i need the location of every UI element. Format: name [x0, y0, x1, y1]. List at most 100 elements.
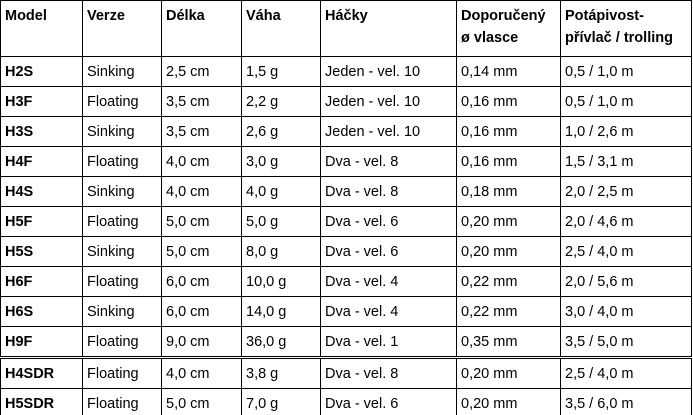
model-cell: H4F: [0, 146, 83, 177]
table-cell: Dva - vel. 8: [320, 356, 457, 389]
model-cell: H6S: [0, 296, 83, 327]
table-row: H9F Floating 9,0 cm 36,0 g Dva - vel. 1 0,35 …: [0, 326, 692, 358]
table-cell: 2,2 g: [241, 86, 321, 117]
table-cell: 0,20 mm: [456, 206, 561, 237]
table-row: H4F Floating 4,0 cm 3,0 g Dva - vel. 8 0,16 m…: [0, 146, 692, 177]
table-cell: 6,0 cm: [161, 266, 242, 297]
header-text: přívlač / trolling: [565, 30, 673, 46]
table-cell: 3,5 cm: [161, 86, 242, 117]
table-row: H5S Sinking 5,0 cm 8,0 g Dva - vel. 6 0,20 mm…: [0, 236, 692, 267]
table-cell: 0,35 mm: [456, 326, 561, 358]
header-row: Model Verze Délka Váha Háčky Doporučený ø vlas…: [0, 0, 692, 57]
table-cell: Floating: [82, 206, 162, 237]
table-cell: 5,0 cm: [161, 206, 242, 237]
table-cell: 3,0 g: [241, 146, 321, 177]
table-cell: 0,16 mm: [456, 146, 561, 177]
table-cell: 3,0 / 4,0 m: [560, 296, 692, 327]
table-row: H6F Floating 6,0 cm 10,0 g Dva - vel. 4 0,22 …: [0, 266, 692, 297]
table-cell: Dva - vel. 6: [320, 206, 457, 237]
table-cell: 9,0 cm: [161, 326, 242, 358]
model-cell: H2S: [0, 56, 83, 87]
table-cell: 5,0 cm: [161, 388, 242, 415]
table-cell: 4,0 g: [241, 176, 321, 207]
table-cell: Dva - vel. 8: [320, 146, 457, 177]
table-cell: 5,0 g: [241, 206, 321, 237]
table-cell: 2,0 / 5,6 m: [560, 266, 692, 297]
table-cell: 2,5 / 4,0 m: [560, 356, 692, 389]
header-cell: Potápivost-přívlač / trolling: [560, 0, 692, 57]
table-row: H2S Sinking 2,5 cm 1,5 g Jeden - vel. 10 0,14…: [0, 56, 692, 87]
table-row: H3F Floating 3,5 cm 2,2 g Jeden - vel. 10 0,1…: [0, 86, 692, 117]
table-cell: Dva - vel. 1: [320, 326, 457, 358]
table-cell: 2,6 g: [241, 116, 321, 147]
table-cell: Floating: [82, 326, 162, 358]
model-cell: H6F: [0, 266, 83, 297]
header-text: Háčky: [325, 8, 368, 24]
table-cell: 2,5 / 4,0 m: [560, 236, 692, 267]
table-cell: Dva - vel. 4: [320, 296, 457, 327]
table-cell: 2,0 / 4,6 m: [560, 206, 692, 237]
table-cell: 36,0 g: [241, 326, 321, 358]
table-cell: 5,0 cm: [161, 236, 242, 267]
table-cell: 0,18 mm: [456, 176, 561, 207]
header-cell: Váha: [241, 0, 321, 57]
table-cell: 3,5 / 5,0 m: [560, 326, 692, 358]
table-cell: 0,5 / 1,0 m: [560, 56, 692, 87]
table-cell: 0,16 mm: [456, 116, 561, 147]
table-cell: Jeden - vel. 10: [320, 86, 457, 117]
model-cell: H4SDR: [0, 356, 83, 389]
model-cell: H5S: [0, 236, 83, 267]
table-cell: Floating: [82, 146, 162, 177]
table-cell: 1,0 / 2,6 m: [560, 116, 692, 147]
table-cell: 0,5 / 1,0 m: [560, 86, 692, 117]
table-cell: Floating: [82, 356, 162, 389]
table-cell: Floating: [82, 86, 162, 117]
table-cell: 0,20 mm: [456, 356, 561, 389]
header-cell: Délka: [161, 0, 242, 57]
table-cell: 0,14 mm: [456, 56, 561, 87]
header-text: Váha: [246, 8, 281, 24]
header-text: Doporučený: [461, 8, 546, 24]
table-cell: Dva - vel. 8: [320, 176, 457, 207]
table-cell: Sinking: [82, 236, 162, 267]
table-cell: 2,5 cm: [161, 56, 242, 87]
table-cell: 7,0 g: [241, 388, 321, 415]
header-text: Délka: [166, 8, 205, 24]
header-text: ø vlasce: [461, 30, 519, 46]
table-cell: 4,0 cm: [161, 356, 242, 389]
table-cell: 1,5 g: [241, 56, 321, 87]
table-cell: 6,0 cm: [161, 296, 242, 327]
table-row: H6S Sinking 6,0 cm 14,0 g Dva - vel. 4 0,22 m…: [0, 296, 692, 327]
table-cell: Dva - vel. 6: [320, 388, 457, 415]
table-cell: Floating: [82, 266, 162, 297]
table-cell: 14,0 g: [241, 296, 321, 327]
model-cell: H5SDR: [0, 388, 83, 415]
model-cell: H4S: [0, 176, 83, 207]
header-text: Verze: [87, 8, 125, 24]
table-cell: Floating: [82, 388, 162, 415]
table-cell: 4,0 cm: [161, 176, 242, 207]
table-body: H2S Sinking 2,5 cm 1,5 g Jeden - vel. 10 0,14…: [0, 56, 692, 415]
table-cell: 0,16 mm: [456, 86, 561, 117]
table-cell: 0,22 mm: [456, 266, 561, 297]
model-cell: H9F: [0, 326, 83, 358]
table-cell: Sinking: [82, 296, 162, 327]
table-cell: 0,20 mm: [456, 388, 561, 415]
table-cell: 0,20 mm: [456, 236, 561, 267]
table-row: H4S Sinking 4,0 cm 4,0 g Dva - vel. 8 0,18 mm…: [0, 176, 692, 207]
table-cell: 3,5 / 6,0 m: [560, 388, 692, 415]
header-cell: Verze: [82, 0, 162, 57]
table-cell: 8,0 g: [241, 236, 321, 267]
table-cell: 2,0 / 2,5 m: [560, 176, 692, 207]
table-row: H5SDR Floating 5,0 cm 7,0 g Dva - vel. 6 0,20…: [0, 388, 692, 415]
table-cell: 0,22 mm: [456, 296, 561, 327]
table-cell: 10,0 g: [241, 266, 321, 297]
table-cell: Sinking: [82, 176, 162, 207]
table-row: H4SDR Floating 4,0 cm 3,8 g Dva - vel. 8 0,20…: [0, 356, 692, 389]
table-cell: 4,0 cm: [161, 146, 242, 177]
model-cell: H3F: [0, 86, 83, 117]
table-cell: Jeden - vel. 10: [320, 116, 457, 147]
table-cell: 3,5 cm: [161, 116, 242, 147]
